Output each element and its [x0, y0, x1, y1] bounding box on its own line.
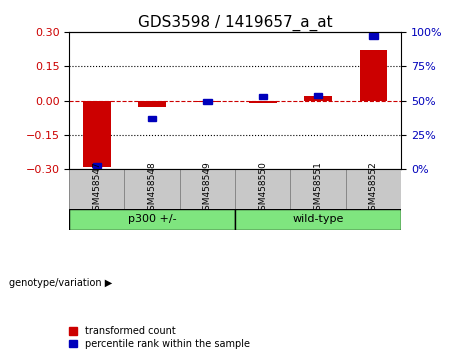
Bar [148, 116, 156, 121]
Text: GSM458549: GSM458549 [203, 161, 212, 216]
Bar [138, 101, 166, 107]
Bar [124, 169, 180, 209]
Text: GSM458547: GSM458547 [92, 161, 101, 216]
Bar [180, 169, 235, 209]
Bar [259, 94, 267, 99]
Bar [290, 169, 346, 209]
Bar [235, 169, 290, 209]
Text: GSM458552: GSM458552 [369, 161, 378, 216]
Text: wild-type: wild-type [292, 214, 344, 224]
Text: GSM458548: GSM458548 [148, 161, 157, 216]
Bar [314, 92, 322, 98]
Bar [346, 169, 401, 209]
Text: genotype/variation ▶: genotype/variation ▶ [9, 278, 112, 288]
Bar [369, 34, 378, 39]
Text: GSM458550: GSM458550 [258, 161, 267, 216]
Title: GDS3598 / 1419657_a_at: GDS3598 / 1419657_a_at [138, 14, 332, 30]
Bar [304, 96, 332, 101]
Bar [93, 162, 101, 168]
Legend: transformed count, percentile rank within the sample: transformed count, percentile rank withi… [70, 326, 250, 349]
Bar [83, 101, 111, 167]
Bar [194, 101, 221, 102]
Bar [69, 169, 124, 209]
Bar [249, 101, 277, 103]
Bar [203, 99, 212, 104]
Bar [235, 209, 401, 230]
Bar [360, 50, 387, 101]
Bar [69, 209, 235, 230]
Text: p300 +/-: p300 +/- [128, 214, 177, 224]
Text: GSM458551: GSM458551 [313, 161, 323, 216]
